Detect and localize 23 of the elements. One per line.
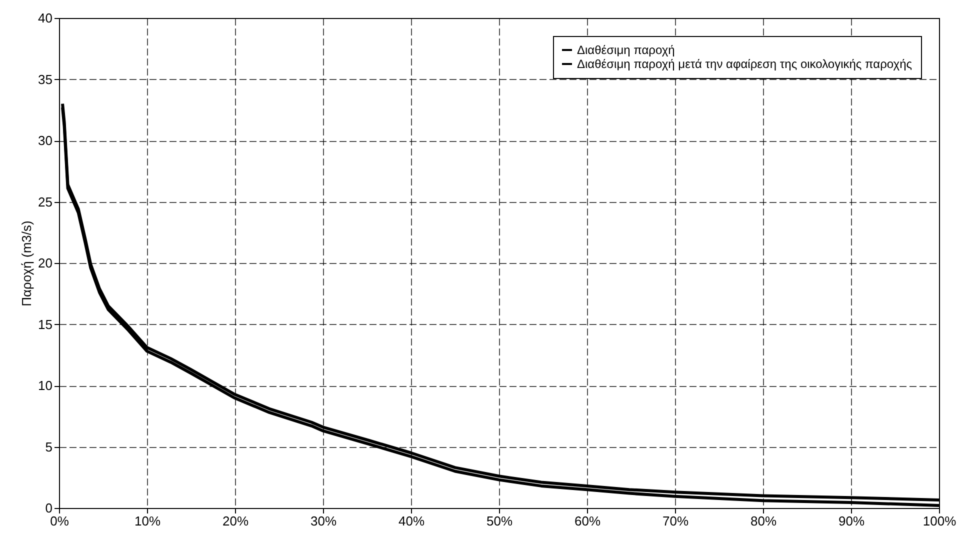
y-tick-label: 10	[38, 378, 52, 393]
x-tick-label: 20%	[222, 514, 249, 528]
y-tick-label: 20	[38, 256, 52, 270]
y-tick-label: 30	[38, 133, 52, 148]
y-tick-label: 35	[38, 72, 52, 87]
x-tick-label: 70%	[662, 514, 689, 528]
legend-label: Διαθέσιμη παροχή μετά την αφαίρεση της οικολογικής παροχής	[577, 57, 912, 71]
y-axis-title: Παροχή (m3/s)	[19, 220, 34, 306]
y-tick-label: 15	[38, 316, 52, 332]
x-tick-label: 10%	[134, 514, 161, 528]
x-tick-label: 60%	[574, 514, 601, 528]
x-tick-label: 90%	[838, 514, 865, 528]
y-tick-label: 5	[45, 439, 52, 454]
y-tick-label: 0	[45, 500, 52, 516]
x-tick-label: 80%	[750, 514, 777, 528]
x-tick-label: 50%	[486, 514, 513, 528]
legend-label: Διαθέσιμη παροχή	[577, 43, 675, 57]
x-tick-label: 40%	[398, 514, 425, 528]
y-tick-label: 40	[38, 10, 52, 26]
x-tick-label: 30%	[310, 514, 337, 528]
x-tick-label: 100%	[922, 514, 957, 528]
x-tick-label: 0%	[50, 514, 70, 528]
y-tick-label: 25	[38, 194, 52, 210]
